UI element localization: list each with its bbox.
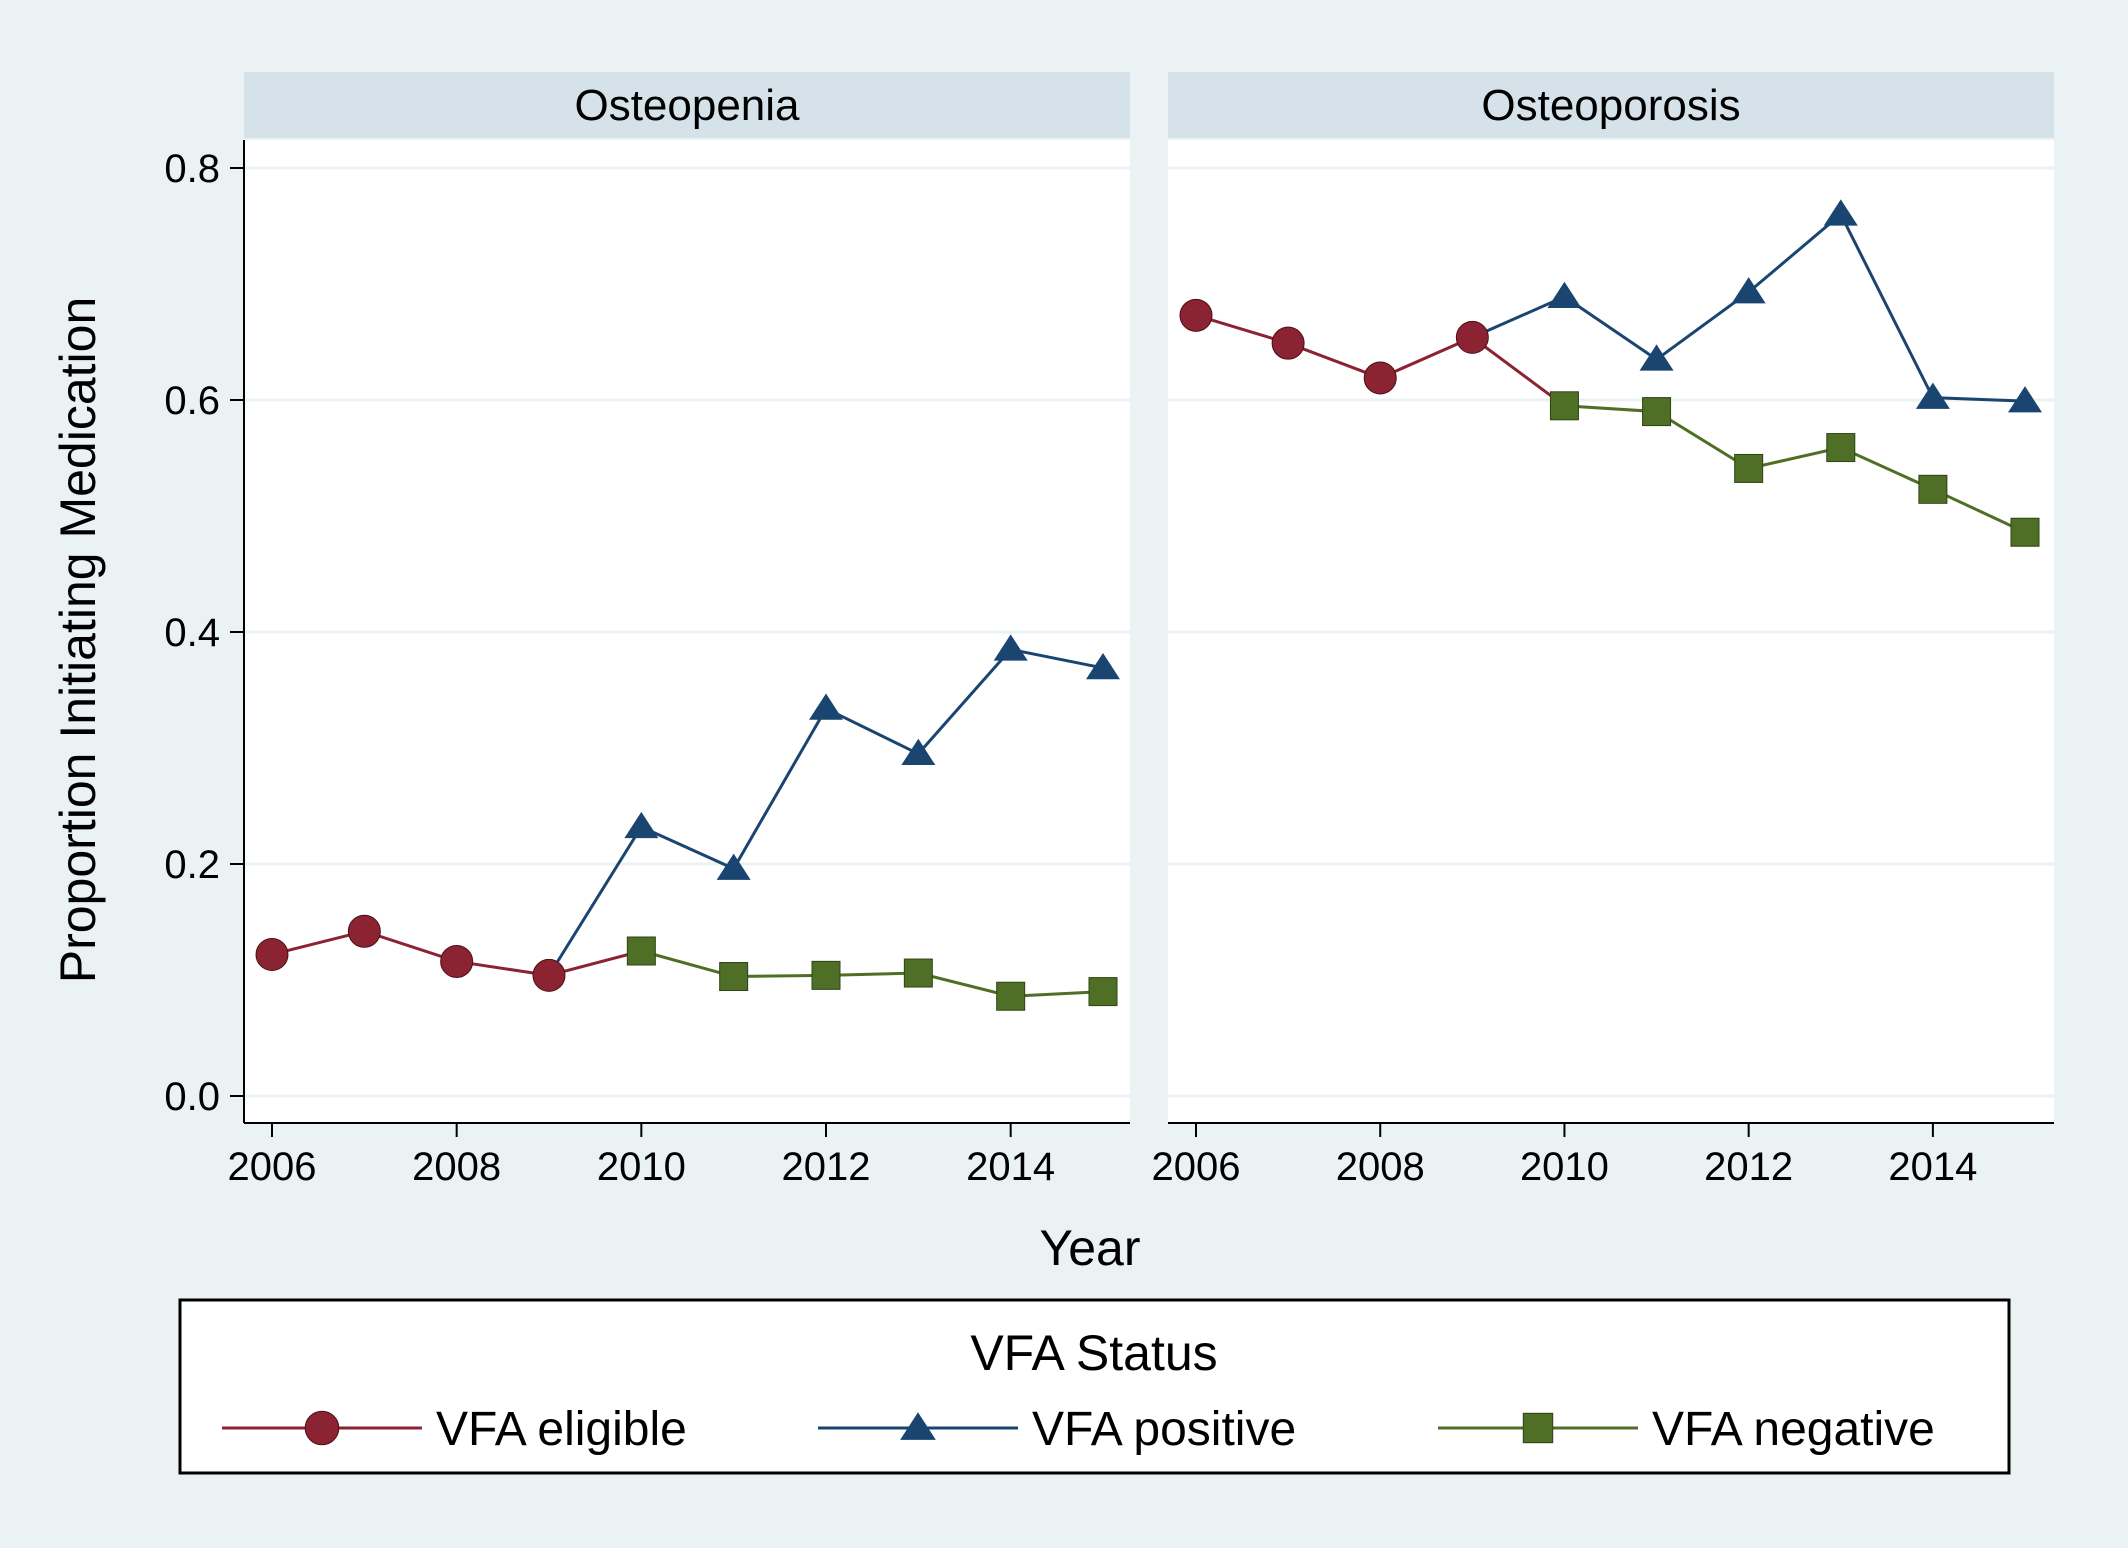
legend: VFA Status VFA eligible VFA positive VFA n… [178, 1298, 2011, 1475]
data-point-vfa-negative [996, 981, 1026, 1011]
data-point-vfa-positive [1086, 652, 1120, 680]
data-point-vfa-positive [993, 634, 1028, 661]
legend-label: VFA positive [1032, 1403, 1296, 1456]
panel-title: Osteopenia [574, 81, 800, 130]
legend-item: VFA positive [818, 1403, 1296, 1456]
y-tick-label: 0.2 [164, 843, 220, 887]
x-tick-label: 2014 [1888, 1145, 1977, 1189]
data-point-vfa-eligible [255, 937, 289, 971]
legend-items: VFA eligible VFA positive VFA negative [222, 1403, 1935, 1456]
data-point-vfa-negative [903, 958, 933, 988]
data-point-vfa-eligible [1179, 298, 1213, 332]
data-point-vfa-positive [2008, 386, 2042, 413]
y-tick-label: 0.8 [164, 147, 220, 191]
x-tick-label: 2014 [966, 1145, 1055, 1189]
data-point-vfa-negative [1918, 474, 1948, 504]
panels: Osteopenia 0.0 0.2 0.4 0.6 0.8 2006 2008 2010 201… [164, 72, 2054, 1189]
y-axis-label: Proportion Initiating Medication [50, 297, 106, 984]
data-point-vfa-positive [716, 853, 751, 880]
data-point-vfa-negative [2010, 517, 2040, 547]
data-point-vfa-positive [1823, 199, 1858, 226]
series-line-vfa-negative [1564, 404, 2026, 534]
data-point-vfa-positive [1915, 382, 1950, 409]
panel-osteoporosis: Osteoporosis 2006 2008 2010 2012 2014 [1152, 72, 2054, 1189]
legend-box [178, 1298, 2011, 1475]
data-point-vfa-negative [626, 936, 656, 966]
legend-item: VFA negative [1438, 1403, 1935, 1456]
x-tick-label: 2006 [1152, 1145, 1241, 1189]
data-point-vfa-eligible [1363, 361, 1397, 395]
x-axis-label: Year [1039, 1220, 1140, 1276]
data-point-vfa-positive [1639, 344, 1674, 371]
data-point-vfa-eligible [440, 944, 474, 978]
panel-osteopenia: Osteopenia 0.0 0.2 0.4 0.6 0.8 2006 2008 2010 201… [164, 72, 1130, 1189]
legend-label: VFA eligible [436, 1403, 687, 1456]
data-point-vfa-positive [1731, 277, 1766, 304]
series-line-vfa-negative [640, 949, 1104, 998]
data-point-vfa-positive [1547, 281, 1582, 309]
data-point-vfa-negative [1734, 453, 1764, 483]
data-point-vfa-eligible [347, 914, 381, 948]
x-tick-label: 2012 [782, 1145, 871, 1189]
data-point-vfa-negative [1826, 433, 1856, 463]
y-tick-label: 0.4 [164, 611, 220, 655]
data-point-vfa-positive [624, 811, 659, 839]
legend-marker [304, 1410, 340, 1446]
legend-label: VFA negative [1652, 1403, 1935, 1456]
data-point-vfa-negative [1642, 397, 1672, 427]
data-point-vfa-negative [719, 962, 749, 992]
data-point-vfa-eligible [1455, 320, 1489, 354]
data-point-vfa-negative [811, 960, 841, 990]
y-tick-label: 0.0 [164, 1075, 220, 1119]
x-tick-label: 2012 [1704, 1145, 1793, 1189]
data-point-vfa-positive [901, 738, 936, 766]
x-tick-label: 2010 [597, 1145, 686, 1189]
legend-title: VFA Status [970, 1325, 1217, 1381]
data-point-vfa-negative [1088, 977, 1118, 1007]
x-tick-label: 2008 [412, 1145, 501, 1189]
data-point-vfa-positive [809, 693, 843, 720]
panel-header [244, 72, 1130, 138]
x-tick-label: 2010 [1520, 1145, 1609, 1189]
legend-marker [1522, 1412, 1554, 1444]
data-point-vfa-negative [1549, 391, 1579, 421]
panel-title: Osteoporosis [1481, 81, 1740, 130]
data-point-vfa-eligible [1271, 326, 1305, 360]
y-tick-label: 0.6 [164, 379, 220, 423]
x-tick-label: 2006 [228, 1145, 317, 1189]
x-tick-label: 2008 [1336, 1145, 1425, 1189]
legend-item: VFA eligible [222, 1403, 687, 1456]
panel-header [1168, 72, 2054, 138]
legend-marker [900, 1412, 936, 1440]
data-point-vfa-eligible [532, 958, 566, 992]
